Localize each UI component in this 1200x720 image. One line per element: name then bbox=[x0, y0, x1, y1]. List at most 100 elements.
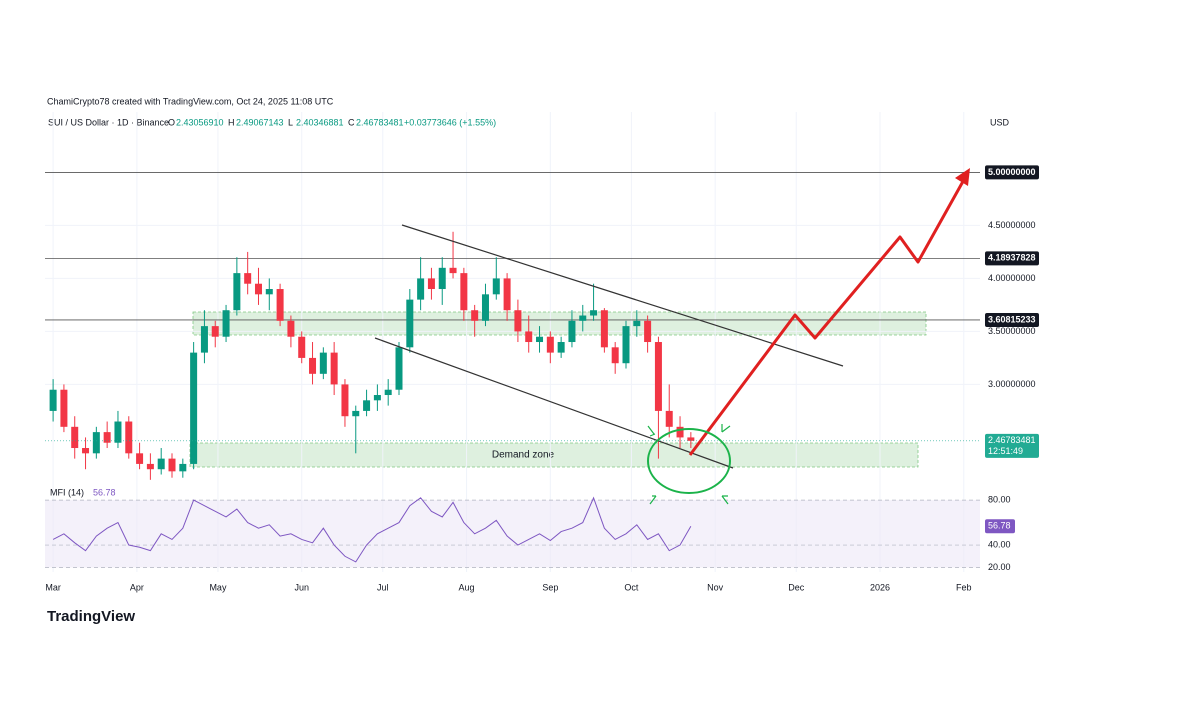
change: +0.03773646 (+1.55%) bbox=[404, 117, 496, 127]
demand-zone-label: Demand zone bbox=[492, 450, 555, 461]
y-tick-label: 4.50000000 bbox=[988, 220, 1036, 230]
candle-body bbox=[427, 278, 435, 290]
candle-body bbox=[211, 326, 219, 337]
candle-body bbox=[287, 320, 295, 337]
candle-body bbox=[417, 278, 425, 300]
mfi-badge-label: 56.78 bbox=[988, 521, 1011, 531]
candle-body bbox=[60, 389, 68, 427]
x-tick-label: May bbox=[209, 582, 227, 592]
candle-body bbox=[244, 273, 252, 284]
candle-body bbox=[384, 389, 392, 396]
candle-body bbox=[633, 320, 641, 327]
ohlc-value: 2.40346881 bbox=[296, 117, 344, 127]
mfi-badge bbox=[985, 519, 1015, 534]
y-tick-label: 4.00000000 bbox=[988, 273, 1036, 283]
candle-body bbox=[644, 320, 652, 343]
mfi-tick-label: 40.00 bbox=[988, 539, 1011, 549]
candle-body bbox=[179, 463, 187, 472]
credit: ChamiCrypto78 created with TradingView.c… bbox=[47, 96, 334, 106]
arrow-head bbox=[955, 168, 970, 186]
candle-body bbox=[546, 336, 554, 353]
x-tick-label: Dec bbox=[788, 582, 805, 592]
countdown: 12:51:49 bbox=[988, 446, 1023, 456]
mfi-value: 56.78 bbox=[93, 487, 116, 497]
candle-body bbox=[579, 315, 587, 321]
x-tick-label: Sep bbox=[542, 582, 558, 592]
x-tick-label: Apr bbox=[130, 582, 144, 592]
x-tick-label: Aug bbox=[459, 582, 475, 592]
candle-body bbox=[471, 310, 479, 321]
y-tick-label: 3.50000000 bbox=[988, 326, 1036, 336]
x-tick-label: Oct bbox=[624, 582, 639, 592]
candle-body bbox=[676, 426, 684, 438]
candle-body bbox=[406, 299, 414, 348]
candle-body bbox=[600, 310, 608, 348]
highlight-circle bbox=[647, 428, 731, 494]
x-tick-label: Feb bbox=[956, 582, 972, 592]
candle-body bbox=[654, 342, 662, 411]
projection-arrow bbox=[688, 175, 968, 456]
candle-body bbox=[125, 421, 133, 454]
candle-body bbox=[449, 267, 457, 274]
supply-zone bbox=[192, 311, 927, 336]
candle-body bbox=[536, 336, 544, 343]
candle-body bbox=[341, 384, 349, 417]
candle-body bbox=[373, 395, 381, 401]
candle-body bbox=[222, 310, 230, 337]
highlight-ticks bbox=[647, 424, 731, 505]
brand: TradingView bbox=[47, 608, 135, 625]
mfi-tick-label: 20.00 bbox=[988, 562, 1011, 572]
candle-body bbox=[309, 357, 317, 374]
candle-body bbox=[298, 336, 306, 358]
x-tick-label: Nov bbox=[707, 582, 724, 592]
level-badge bbox=[985, 251, 1039, 266]
candle-body bbox=[82, 448, 90, 454]
candle-body bbox=[352, 410, 360, 417]
price-label: 2.46783481 bbox=[988, 435, 1036, 445]
ohlc-key: C bbox=[348, 117, 355, 127]
candle-body bbox=[363, 400, 371, 411]
candle-body bbox=[136, 453, 144, 464]
candle-body bbox=[460, 273, 468, 311]
mfi-tick-label: 80.00 bbox=[988, 494, 1011, 504]
candle-body bbox=[157, 458, 165, 470]
candle-body bbox=[481, 294, 489, 321]
mfi-name: MFI (14) bbox=[50, 487, 84, 497]
x-tick-label: 2026 bbox=[870, 582, 890, 592]
candle-body bbox=[395, 347, 403, 390]
level-label: 5.00000000 bbox=[988, 167, 1036, 177]
candle-body bbox=[92, 432, 100, 454]
mfi-line bbox=[52, 496, 692, 563]
x-tick-label: Mar bbox=[45, 582, 61, 592]
ohlc-key: L bbox=[288, 117, 293, 127]
y-tick-label: 3.00000000 bbox=[988, 379, 1036, 389]
candle-body bbox=[514, 310, 522, 332]
level-label: 3.60815233 bbox=[988, 314, 1036, 324]
symbol: SUI / US Dollar · 1D · Binance bbox=[48, 117, 169, 127]
channel-lower bbox=[374, 337, 734, 469]
candle-body bbox=[503, 278, 511, 311]
currency: USD bbox=[990, 117, 1010, 127]
price-badge bbox=[985, 433, 1039, 458]
candle-body bbox=[492, 278, 500, 295]
candle-body bbox=[611, 347, 619, 364]
candle-body bbox=[200, 326, 208, 353]
candle-body bbox=[103, 432, 111, 443]
mfi-band bbox=[45, 500, 980, 568]
candle-body bbox=[146, 463, 154, 470]
candle-body bbox=[276, 289, 284, 321]
candle-body bbox=[525, 331, 533, 343]
level-label: 4.18937828 bbox=[988, 253, 1036, 263]
ohlc-value: 2.43056910 bbox=[176, 117, 224, 127]
candle-body bbox=[330, 352, 338, 385]
candle-body bbox=[168, 458, 176, 472]
channel-upper bbox=[401, 224, 844, 367]
candle-body bbox=[568, 320, 576, 343]
x-tick-label: Jul bbox=[377, 582, 389, 592]
x-tick-label: Jun bbox=[294, 582, 309, 592]
candle-body bbox=[49, 389, 57, 411]
candle-body bbox=[254, 283, 262, 295]
candle-body bbox=[114, 421, 122, 443]
candle-body bbox=[557, 342, 565, 353]
